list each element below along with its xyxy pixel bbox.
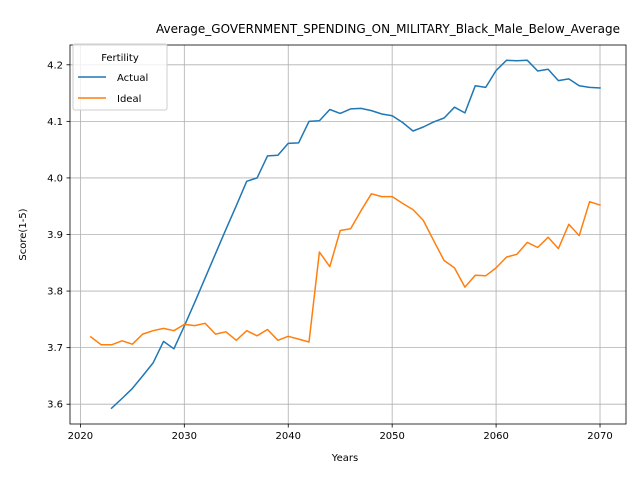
x-tick-label: 2070	[587, 431, 612, 442]
y-tick-label: 4.2	[47, 60, 63, 71]
legend-label-ideal: Ideal	[117, 94, 141, 105]
x-tick-label: 2060	[483, 431, 508, 442]
y-tick-label: 3.6	[47, 400, 63, 411]
series-line-actual	[110, 59, 601, 410]
x-tick-label: 2030	[172, 431, 197, 442]
legend-title: Fertility	[101, 53, 139, 64]
series-lines	[89, 59, 601, 410]
series-line-ideal	[89, 193, 601, 346]
y-tick-label: 3.7	[47, 343, 63, 354]
y-tick-label: 4.0	[47, 173, 63, 184]
legend-box	[72, 43, 168, 111]
legend: Fertility Actual Ideal	[72, 43, 168, 111]
x-tick-label: 2040	[276, 431, 301, 442]
x-axis-label: Years	[331, 453, 358, 464]
x-tick-label: 2050	[379, 431, 404, 442]
y-axis-label: Score(1-5)	[18, 208, 29, 260]
grid	[70, 45, 626, 424]
x-tick-label: 2020	[68, 431, 93, 442]
chart-title: Average_GOVERNMENT_SPENDING_ON_MILITARY_…	[156, 22, 620, 36]
axis-ticks: 2020 2030 2040 2050 2060 2070 3.6 3.7 3.8 3.9 4.0 4…	[47, 60, 613, 442]
legend-label-actual: Actual	[117, 73, 148, 84]
y-tick-label: 3.8	[47, 287, 63, 298]
y-tick-label: 4.1	[47, 117, 63, 128]
y-tick-label: 3.9	[47, 230, 63, 241]
